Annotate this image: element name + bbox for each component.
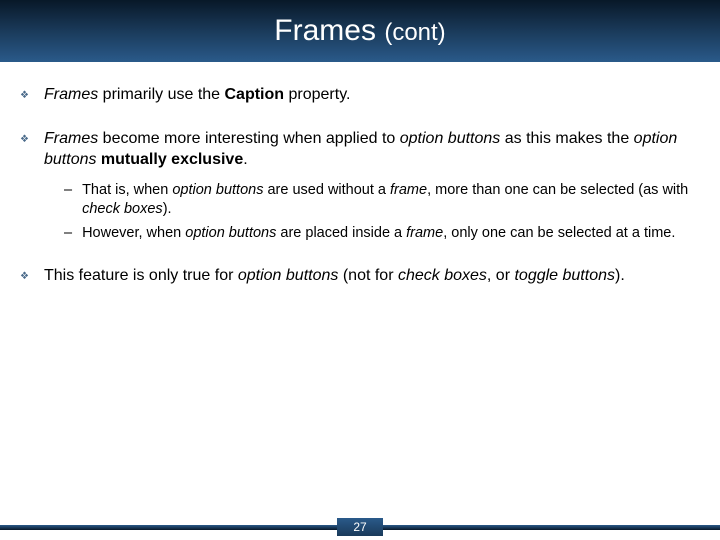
bullet-3-text: This feature is only true for option but… xyxy=(44,265,700,287)
bullet-1: ❖ Frames primarily use the Caption prope… xyxy=(20,84,700,106)
slide-footer: 27 xyxy=(0,514,720,540)
dash-bullet-icon: – xyxy=(64,181,72,220)
diamond-bullet-icon: ❖ xyxy=(20,133,30,143)
slide-content: ❖ Frames primarily use the Caption prope… xyxy=(0,62,720,287)
title-main: Frames xyxy=(274,14,376,47)
dash-bullet-icon: – xyxy=(64,224,72,244)
bullet-3: ❖ This feature is only true for option b… xyxy=(20,265,700,287)
sub-list: – That is, when option buttons are used … xyxy=(64,181,700,244)
page-number: 27 xyxy=(337,518,382,536)
bullet-1-text: Frames primarily use the Caption propert… xyxy=(44,84,700,106)
bullet-2: ❖ Frames become more interesting when ap… xyxy=(20,128,700,171)
sub-item-1: – That is, when option buttons are used … xyxy=(64,181,700,220)
diamond-bullet-icon: ❖ xyxy=(20,89,30,99)
title-sub: (cont) xyxy=(384,19,445,46)
sub-item-2: – However, when option buttons are place… xyxy=(64,224,700,244)
sub-item-2-text: However, when option buttons are placed … xyxy=(82,224,700,244)
diamond-bullet-icon: ❖ xyxy=(20,270,30,280)
slide-header: Frames (cont) xyxy=(0,0,720,62)
bullet-2-text: Frames become more interesting when appl… xyxy=(44,128,700,171)
slide-title: Frames (cont) xyxy=(274,14,445,48)
sub-item-1-text: That is, when option buttons are used wi… xyxy=(82,181,700,220)
